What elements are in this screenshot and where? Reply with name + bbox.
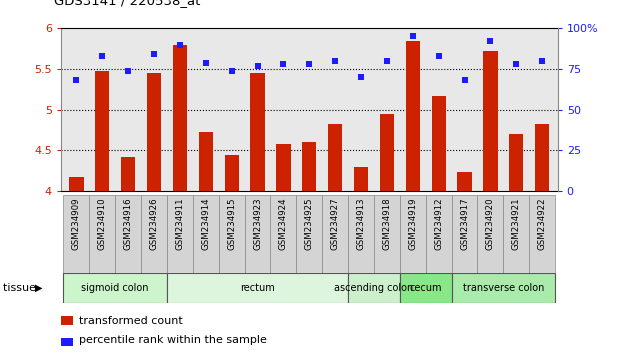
Bar <box>535 124 549 191</box>
Text: GSM234922: GSM234922 <box>538 198 547 250</box>
Bar <box>89 195 115 273</box>
Point <box>433 53 444 59</box>
Bar <box>121 157 135 191</box>
Point <box>175 42 185 47</box>
Bar <box>348 195 374 273</box>
Point <box>485 39 495 44</box>
Text: ▶: ▶ <box>35 282 43 293</box>
Bar <box>276 144 290 191</box>
Bar <box>193 195 219 273</box>
Bar <box>199 132 213 191</box>
Bar <box>529 195 555 273</box>
Bar <box>458 172 472 191</box>
Text: sigmoid colon: sigmoid colon <box>81 282 149 293</box>
Text: GSM234927: GSM234927 <box>331 198 340 250</box>
Bar <box>271 195 296 273</box>
Point <box>382 58 392 64</box>
Text: GSM234924: GSM234924 <box>279 198 288 250</box>
Text: GSM234909: GSM234909 <box>72 198 81 250</box>
Point <box>304 61 314 67</box>
Point <box>71 78 81 83</box>
Bar <box>219 195 245 273</box>
Text: GSM234920: GSM234920 <box>486 198 495 250</box>
Point <box>330 58 340 64</box>
Bar <box>483 51 497 191</box>
Text: GSM234915: GSM234915 <box>227 198 236 250</box>
Text: GDS3141 / 220538_at: GDS3141 / 220538_at <box>54 0 201 7</box>
Text: GSM234926: GSM234926 <box>149 198 158 250</box>
Bar <box>245 195 271 273</box>
Text: transformed count: transformed count <box>79 315 183 326</box>
Point <box>253 63 263 69</box>
Bar <box>374 195 400 273</box>
Bar <box>478 195 503 273</box>
Point <box>356 74 366 80</box>
Text: rectum: rectum <box>240 282 275 293</box>
Text: GSM234925: GSM234925 <box>304 198 314 250</box>
Bar <box>354 167 368 191</box>
Point <box>408 34 418 39</box>
Bar <box>147 73 161 191</box>
Text: GSM234914: GSM234914 <box>201 198 210 250</box>
Text: GSM234916: GSM234916 <box>124 198 133 250</box>
Text: percentile rank within the sample: percentile rank within the sample <box>79 335 267 346</box>
Bar <box>509 134 524 191</box>
Point <box>537 58 547 64</box>
Bar <box>400 195 426 273</box>
Text: GSM234918: GSM234918 <box>383 198 392 250</box>
Point <box>201 60 211 65</box>
Bar <box>400 273 452 303</box>
Point <box>226 68 237 74</box>
Bar <box>69 177 83 191</box>
Bar <box>379 114 394 191</box>
Text: GSM234913: GSM234913 <box>356 198 365 250</box>
Bar <box>141 195 167 273</box>
Point <box>149 52 159 57</box>
Bar <box>95 72 110 191</box>
Bar <box>224 155 239 191</box>
Text: GSM234923: GSM234923 <box>253 198 262 250</box>
Bar <box>63 195 89 273</box>
Point <box>511 61 521 67</box>
Text: tissue: tissue <box>3 282 40 293</box>
Bar <box>328 124 342 191</box>
Bar <box>452 273 555 303</box>
Point <box>278 61 288 67</box>
Bar <box>452 195 478 273</box>
Text: transverse colon: transverse colon <box>463 282 544 293</box>
Bar <box>167 273 348 303</box>
Bar <box>431 96 445 191</box>
Bar <box>322 195 348 273</box>
Bar <box>251 73 265 191</box>
Text: GSM234921: GSM234921 <box>512 198 520 250</box>
Bar <box>173 45 187 191</box>
Text: ascending colon: ascending colon <box>335 282 413 293</box>
Text: cecum: cecum <box>410 282 442 293</box>
Point <box>460 78 470 83</box>
Bar <box>503 195 529 273</box>
Bar <box>426 195 452 273</box>
Bar <box>296 195 322 273</box>
Bar <box>406 40 420 191</box>
Text: GSM234912: GSM234912 <box>434 198 443 250</box>
Text: GSM234917: GSM234917 <box>460 198 469 250</box>
Bar <box>302 142 317 191</box>
Text: GSM234919: GSM234919 <box>408 198 417 250</box>
Bar <box>63 273 167 303</box>
Point <box>97 53 108 59</box>
Bar <box>167 195 193 273</box>
Point <box>123 68 133 74</box>
Bar <box>115 195 141 273</box>
Text: GSM234911: GSM234911 <box>176 198 185 250</box>
Bar <box>348 273 400 303</box>
Bar <box>61 316 73 325</box>
Bar <box>61 338 73 346</box>
Text: GSM234910: GSM234910 <box>98 198 107 250</box>
